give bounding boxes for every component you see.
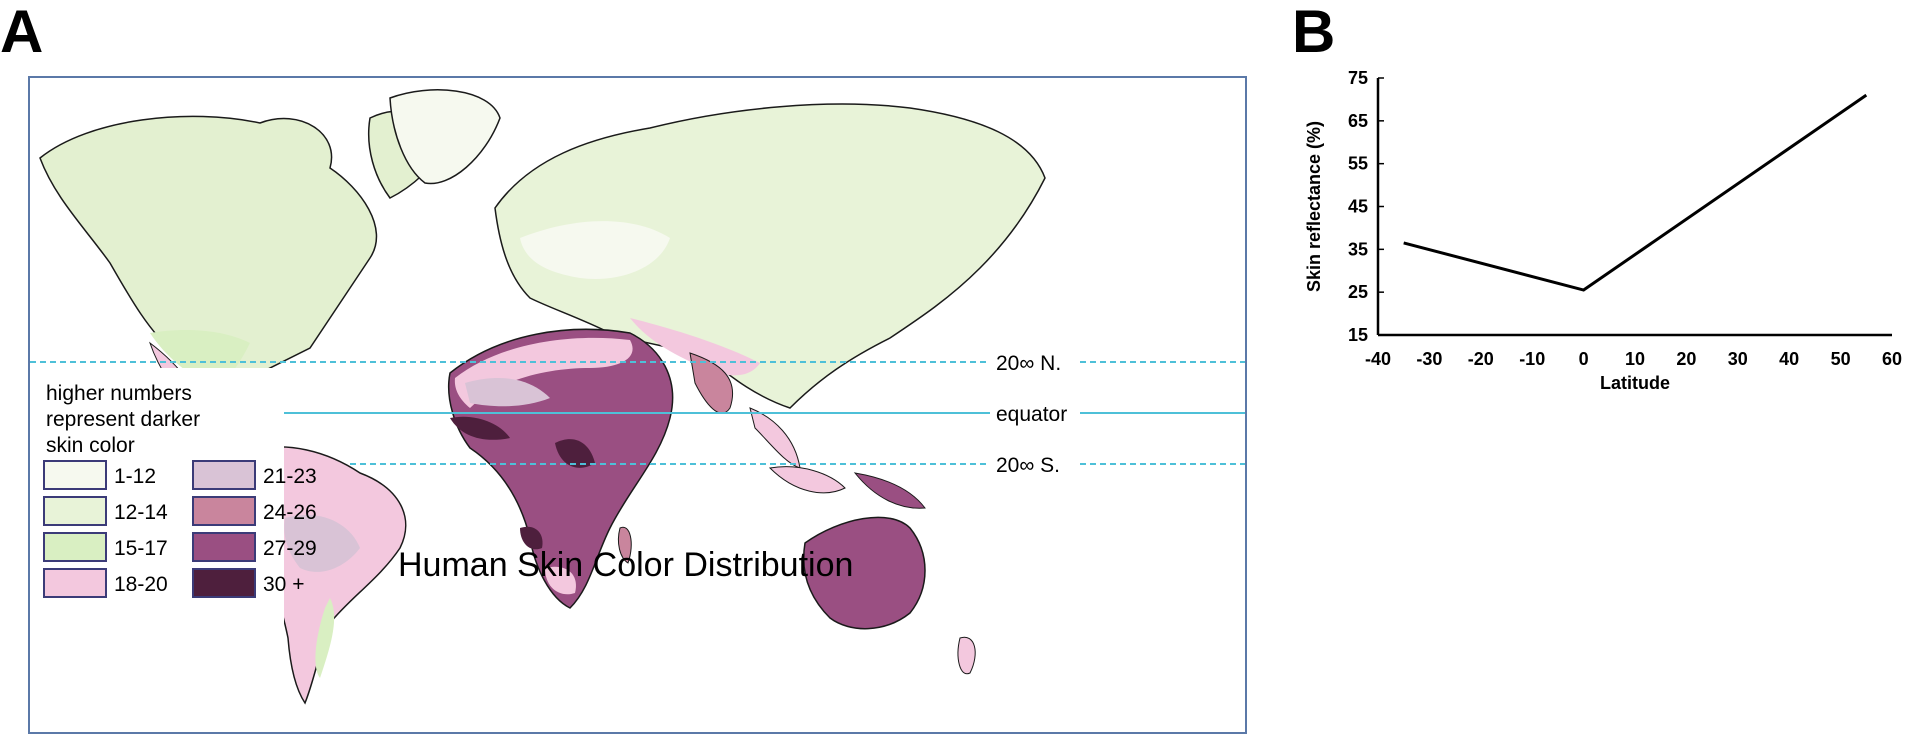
y-tick-label: 15 [1348,325,1368,345]
y-tick-label: 25 [1348,282,1368,302]
southeast-asia-islands [768,466,926,509]
y-tick-label: 65 [1348,111,1368,131]
y-tick-label: 35 [1348,239,1368,259]
series-line-0 [1403,93,1868,292]
y-tick-label: 75 [1348,68,1368,88]
greenland-landmass [389,89,501,185]
legend-swatch-12-14 [43,496,107,526]
x-tick-label: 10 [1625,349,1645,369]
legend-swatch-24-26 [192,496,256,526]
legend-label: 30 + [263,573,304,596]
legend-label: 15-17 [114,537,168,560]
legend-swatch-18-20 [43,568,107,598]
skin-color-map: 20∞ N. equator 20∞ S. higher numbers rep… [28,76,1247,734]
legend: 1-12 12-14 15-17 18-20 21-23 24-26 27-29 30 + [43,460,317,598]
legend-swatch-27-29 [192,532,256,562]
legend-swatch-21-23 [192,460,256,490]
legend-caption-3: skin color [46,434,135,457]
label-equator: equator [996,403,1067,426]
legend-label: 12-14 [114,501,168,524]
x-tick-label: -10 [1519,349,1545,369]
x-tick-label: 0 [1579,349,1589,369]
legend-label: 18-20 [114,573,168,596]
x-tick-label: 30 [1728,349,1748,369]
x-tick-label: 60 [1882,349,1902,369]
legend-swatch-15-17 [43,532,107,562]
panel-a-letter: A [0,0,44,65]
x-tick-label: -30 [1416,349,1442,369]
legend-swatch-30- [192,568,256,598]
legend-label: 27-29 [263,537,317,560]
legend-caption-2: represent darker [46,408,200,431]
y-axis-label: Skin reflectance (%) [1304,121,1324,292]
panel-b-letter: B [1292,0,1336,65]
chart-ticks: 15 25 35 45 55 65 75 -40 -30 -20 -10 0 10 20 30 40 50 60 [1348,68,1902,369]
x-tick-label: 40 [1779,349,1799,369]
chart-series [1403,93,1868,292]
chart-axes [1376,78,1892,337]
y-tick-label: 55 [1348,154,1368,174]
legend-swatch-1-12 [43,460,107,490]
x-axis-label: Latitude [1600,373,1670,393]
x-tick-label: 20 [1676,349,1696,369]
map-title: Human Skin Color Distribution [398,546,853,584]
x-tick-label: -40 [1365,349,1391,369]
australia-landmass [803,516,926,630]
new-zealand-landmass [957,636,976,675]
x-tick-label: -20 [1468,349,1494,369]
y-tick-label: 45 [1348,197,1368,217]
africa-landmass [447,328,674,609]
legend-label: 24-26 [263,501,317,524]
legend-caption-1: higher numbers [46,382,192,405]
x-tick-label: 50 [1831,349,1851,369]
legend-label: 1-12 [114,465,156,488]
label-20n: 20∞ N. [996,352,1061,375]
label-20s: 20∞ S. [996,454,1060,477]
legend-label: 21-23 [263,465,317,488]
